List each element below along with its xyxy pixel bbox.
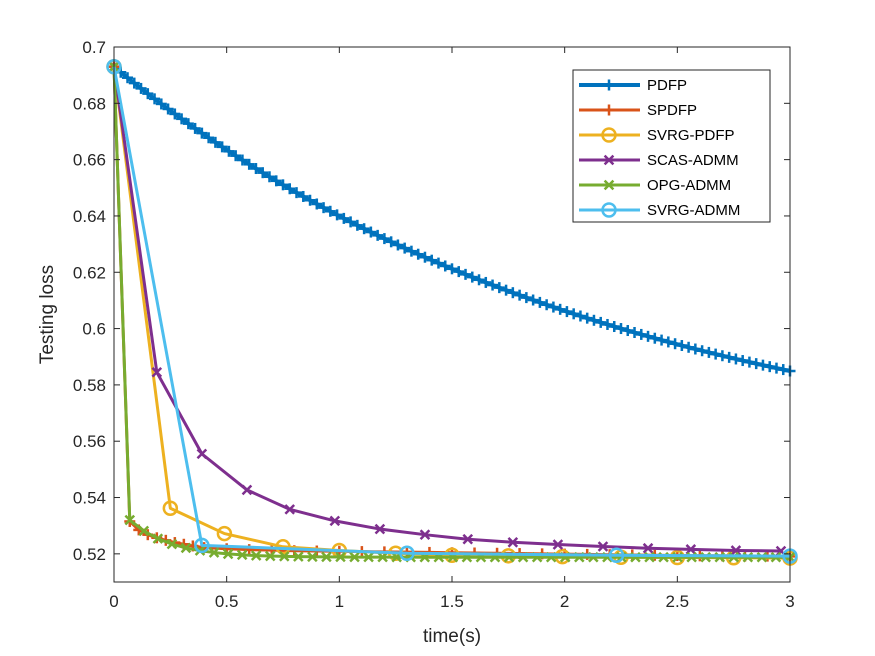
legend-item: SPDFP [579,102,697,119]
x-tick-label: 0.5 [215,592,239,611]
marker-circle [162,500,179,516]
marker-circle [399,545,415,562]
marker-x [507,537,519,548]
x-tick-label: 0 [109,592,118,611]
series-opg-admm [108,61,796,563]
marker-x [307,551,318,563]
marker-x [166,538,178,550]
marker-x [377,551,388,563]
series-scas-admm [108,61,787,557]
y-tick-label: 0.54 [73,489,106,508]
y-tick-label: 0.7 [82,38,106,57]
legend-item: OPG-ADMM [579,177,731,194]
y-tick-label: 0.58 [73,376,106,395]
marker-x [138,525,150,537]
x-axis-label: time(s) [423,626,481,647]
y-tick-label: 0.64 [73,207,106,226]
marker-x [284,504,296,515]
marker-x [279,551,290,562]
series-layer [106,58,798,566]
legend-label: SCAS-ADMM [647,152,739,169]
marker-x [196,448,208,460]
marker-x [349,551,360,563]
marker-x [236,549,248,561]
x-tick-label: 1.5 [440,592,464,611]
marker-x [124,514,136,526]
marker-x [222,548,234,560]
marker-x [250,550,262,561]
marker-x [552,539,564,550]
marker-x [597,541,609,552]
ticks-layer: 0 0.5 1 1.5 2 2.5 3 0.52 0.54 0.56 0.58 0.6 0.62 0.64… [73,38,795,611]
x-tick-label: 2 [560,592,569,611]
x-tick-label: 1 [335,592,344,611]
y-tick-label: 0.56 [73,432,106,451]
legend-item: SCAS-ADMM [579,152,739,169]
series-pdfp [108,61,796,377]
marker-x [335,551,346,563]
marker-circle [216,525,233,542]
legend-label: PDFP [647,77,687,94]
marker-circle [601,127,617,143]
legend-label: SVRG-PDFP [647,127,735,144]
marker-x [152,533,164,544]
marker-x [642,542,654,554]
legend-label: SVRG-ADMM [647,202,740,219]
x-tick-label: 2.5 [666,592,690,611]
marker-x [329,515,341,527]
marker-circle [194,537,210,554]
x-tick-label: 3 [785,592,794,611]
marker-x [321,551,332,563]
marker-x [264,550,276,562]
y-tick-label: 0.52 [73,545,106,564]
marker-x [462,533,474,545]
legend-label: SPDFP [647,102,697,119]
legend-item: PDFP [579,77,687,94]
marker-x [208,547,220,558]
series-line [112,66,782,553]
marker-x [293,551,304,562]
marker-circle [608,547,625,563]
legend: PDFP SPDFP SVRG-PDFP SCAS-ADMM OPG-ADMM SVRG-… [572,69,771,223]
marker-x [363,551,374,563]
legend-box [572,69,771,223]
marker-x [603,179,615,191]
legend-item: SVRG-PDFP [579,127,735,144]
marker-x [151,366,163,378]
marker-x [730,545,742,556]
marker-circle [601,202,617,218]
marker-x [603,154,615,166]
y-tick-label: 0.62 [73,263,106,282]
marker-x [419,529,431,540]
y-tick-label: 0.66 [73,151,106,170]
marker-x [374,523,386,535]
marker-x [180,542,192,554]
y-tick-label: 0.68 [73,94,106,113]
legend-label: OPG-ADMM [647,177,731,194]
y-axis-label: Testing loss [37,265,58,364]
y-tick-label: 0.6 [82,320,106,339]
series-line [112,66,791,558]
legend-item: SVRG-ADMM [579,202,740,219]
marker-x [241,484,253,496]
